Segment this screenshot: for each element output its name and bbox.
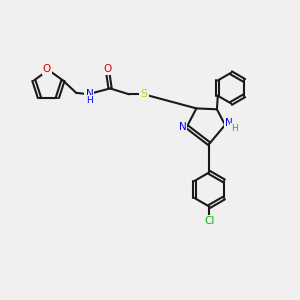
Text: Cl: Cl [204,216,214,226]
Text: H: H [231,124,238,133]
Text: N: N [178,122,186,132]
Text: H: H [86,96,93,105]
Text: O: O [43,64,51,74]
Text: N: N [225,118,232,128]
Text: O: O [103,64,112,74]
Text: N: N [85,89,93,99]
Text: S: S [140,89,148,99]
